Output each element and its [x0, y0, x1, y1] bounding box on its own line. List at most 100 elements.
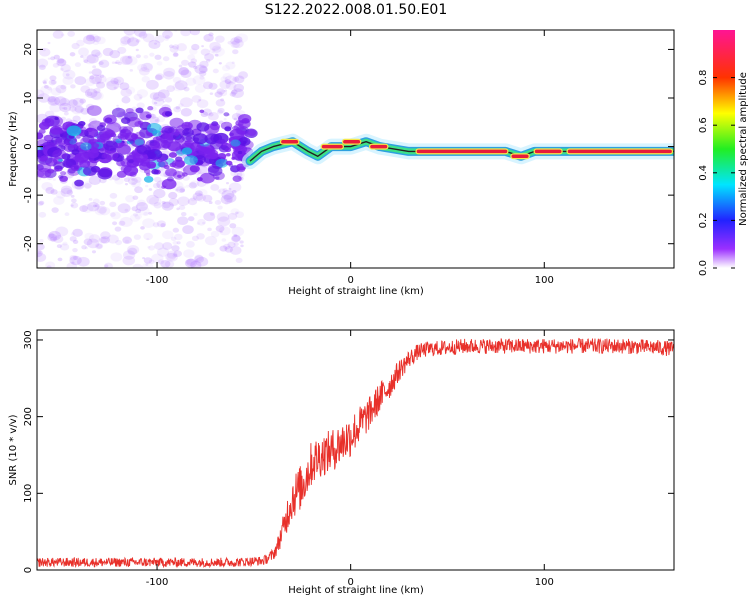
noise-speckle	[91, 49, 101, 57]
noise-blob	[147, 148, 163, 160]
snr-panel: -100 0 100 0 100 200 300 Height of straight li…	[8, 329, 675, 596]
noise-speckle	[55, 58, 67, 67]
noise-speckle	[222, 188, 228, 192]
noise-speckle	[96, 243, 103, 249]
noise-speckle	[47, 41, 51, 45]
noise-blob	[225, 160, 233, 166]
noise-blob	[91, 142, 100, 149]
noise-speckle	[208, 201, 213, 205]
noise-speckle	[40, 85, 53, 95]
noise-blob	[52, 149, 67, 160]
noise-speckle	[180, 30, 192, 37]
noise-speckle	[125, 194, 135, 203]
noise-speckle	[196, 233, 205, 240]
noise-speckle	[163, 67, 176, 77]
noise-speckle	[204, 53, 215, 61]
noise-speckle	[67, 30, 76, 37]
noise-speckle	[153, 202, 162, 209]
noise-speckle	[140, 226, 145, 230]
noise-speckle	[224, 75, 237, 85]
noise-blob	[209, 122, 221, 131]
noise-speckle	[219, 80, 231, 89]
noise-blob	[223, 112, 230, 117]
noise-speckle	[117, 46, 127, 54]
noise-blob	[125, 107, 134, 114]
noise-speckle	[178, 67, 190, 76]
noise-blob	[145, 172, 151, 176]
noise-speckle	[191, 235, 199, 242]
noise-speckle	[228, 212, 238, 220]
noise-speckle	[168, 44, 174, 49]
noise-speckle	[234, 75, 245, 84]
noise-speckle	[176, 43, 187, 52]
noise-speckle	[69, 52, 76, 57]
noise-speckle	[227, 40, 233, 45]
noise-speckle	[172, 253, 178, 258]
noise-blob	[54, 116, 59, 120]
noise-blob	[196, 122, 210, 132]
noise-speckle	[127, 55, 132, 59]
noise-speckle	[98, 59, 110, 68]
noise-speckle	[60, 185, 73, 195]
noise-speckle	[94, 206, 107, 216]
noise-speckle	[231, 234, 241, 243]
noise-speckle	[198, 66, 208, 74]
noise-blob	[37, 149, 44, 157]
noise-speckle	[135, 39, 141, 43]
noise-speckle	[168, 198, 179, 207]
noise-speckle	[147, 246, 151, 249]
noise-speckle	[217, 189, 221, 193]
noise-speckle	[55, 190, 66, 199]
noise-speckle	[63, 111, 69, 116]
noise-speckle	[194, 254, 204, 262]
noise-speckle	[142, 218, 155, 228]
noise-speckle	[140, 62, 153, 73]
noise-blob	[139, 111, 152, 121]
noise-speckle	[175, 188, 179, 192]
noise-speckle	[132, 263, 143, 268]
noise-blob	[97, 168, 113, 180]
noise-speckle	[135, 204, 139, 207]
noise-speckle	[176, 241, 181, 245]
noise-speckle	[174, 80, 188, 91]
noise-speckle	[199, 60, 209, 68]
snr-frame	[36, 329, 675, 571]
noise-speckle	[39, 239, 44, 243]
noise-speckle	[227, 241, 236, 248]
noise-speckle	[92, 204, 97, 208]
noise-speckle	[189, 30, 200, 36]
noise-speckle	[64, 212, 70, 217]
noise-speckle	[110, 252, 123, 262]
noise-blob	[64, 138, 78, 148]
noise-speckle	[84, 88, 98, 99]
noise-speckle	[209, 41, 221, 51]
noise-speckle	[202, 221, 206, 225]
noise-speckle	[183, 86, 190, 92]
noise-speckle	[72, 115, 81, 122]
noise-speckle	[92, 65, 96, 69]
noise-speckle	[120, 88, 132, 97]
noise-speckle	[74, 76, 87, 86]
noise-speckle	[161, 201, 174, 211]
noise-speckle	[93, 204, 97, 208]
noise-speckle	[221, 189, 235, 200]
spectrogram-xtick-label: 0	[347, 275, 353, 286]
noise-speckle	[166, 85, 176, 92]
noise-speckle	[59, 102, 72, 113]
noise-blob	[119, 134, 126, 139]
noise-speckle	[131, 206, 139, 212]
noise-speckle	[162, 242, 173, 250]
noise-speckle	[83, 181, 93, 189]
noise-speckle	[219, 230, 223, 234]
noise-speckle	[232, 49, 239, 55]
noise-speckle	[86, 33, 95, 40]
noise-speckle	[48, 230, 61, 241]
noise-blob	[152, 130, 162, 137]
noise-speckle	[72, 228, 83, 237]
noise-speckle	[238, 71, 249, 79]
noise-speckle	[185, 259, 193, 265]
noise-speckle	[38, 211, 47, 218]
noise-speckle	[154, 42, 157, 45]
noise-blob	[199, 109, 205, 114]
noise-speckle	[46, 265, 52, 268]
